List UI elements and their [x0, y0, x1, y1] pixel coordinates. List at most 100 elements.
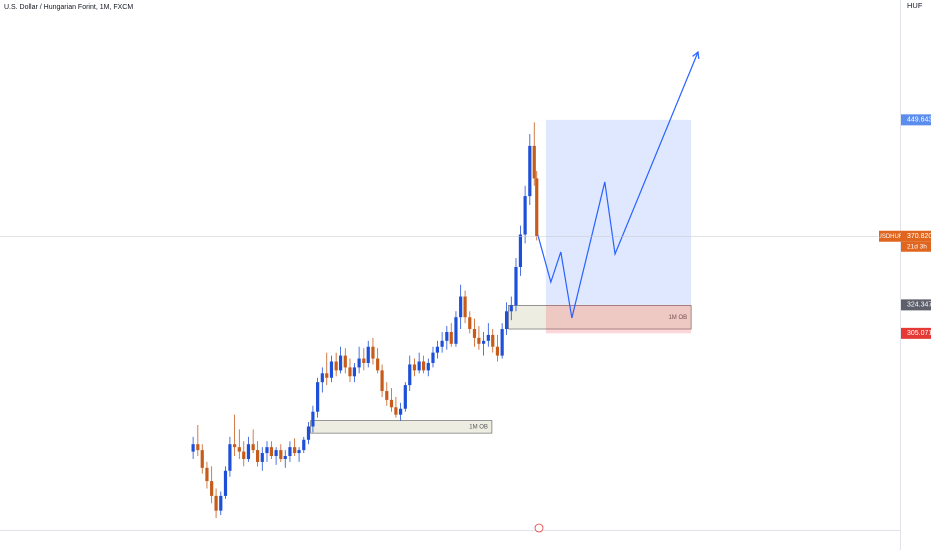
- price-tag-label: 370.820: [907, 233, 932, 240]
- candle-body: [454, 317, 458, 344]
- countdown-bg: [901, 241, 931, 252]
- candle-body: [279, 450, 283, 459]
- price-tag-label: 305.071: [907, 330, 932, 337]
- plot: 1M OB 1M OB: [0, 50, 900, 519]
- candle-body: [421, 361, 426, 371]
- candle-body: [504, 311, 509, 330]
- candle-body: [389, 399, 394, 408]
- candle-body: [445, 331, 449, 341]
- candle-body: [205, 467, 209, 482]
- candle-body: [228, 444, 232, 471]
- price-tag-label: 449.643: [907, 117, 932, 124]
- candle-body: [297, 450, 301, 454]
- candle-body: [274, 450, 278, 457]
- candle-body: [219, 495, 223, 511]
- candle-body: [320, 373, 324, 383]
- candle-body: [200, 450, 204, 468]
- candle-body: [196, 444, 200, 451]
- candle-body: [518, 234, 523, 267]
- symbol-tag-bg: [879, 230, 901, 242]
- candle-body: [362, 358, 366, 363]
- candle-body: [535, 178, 539, 237]
- candle-body: [191, 444, 195, 452]
- candle-body: [237, 447, 241, 452]
- candle-body: [325, 373, 329, 378]
- candle-body: [214, 495, 218, 511]
- price-tag: [901, 327, 931, 339]
- candle-body: [255, 450, 260, 462]
- candle-body: [459, 296, 463, 318]
- candle-body: [302, 439, 306, 451]
- candle-body: [288, 447, 292, 457]
- candle-body: [371, 346, 375, 359]
- candle-body: [495, 346, 500, 356]
- candle-body: [399, 408, 403, 415]
- candle-body: [431, 352, 435, 363]
- candle-body: [380, 370, 384, 392]
- order-block: [508, 305, 692, 330]
- candle-body: [366, 346, 370, 363]
- candle-body: [265, 447, 269, 454]
- candle-body: [482, 340, 486, 344]
- candle-body: [223, 470, 228, 496]
- candle-body: [357, 358, 361, 368]
- candle-body: [348, 367, 352, 377]
- profit-zone: [545, 119, 692, 305]
- candle-body: [329, 361, 334, 378]
- candle-body: [412, 364, 417, 371]
- candle-body: [500, 329, 504, 356]
- candle-body: [334, 361, 338, 371]
- price-tag: [901, 230, 931, 242]
- candle-body: [477, 337, 481, 344]
- order-block-label: 1M OB: [668, 315, 687, 321]
- candle-body: [449, 331, 453, 344]
- candle-body: [426, 362, 430, 371]
- candle-body: [514, 266, 518, 306]
- candle-body: [376, 358, 380, 371]
- candle-body: [408, 364, 412, 386]
- candle-body: [316, 382, 320, 412]
- candle-body: [385, 391, 389, 400]
- candle-body: [509, 305, 513, 312]
- loss-zone: [545, 304, 692, 334]
- axis-unit: HUF: [907, 1, 923, 10]
- price-tag: [901, 299, 931, 311]
- candle-body: [403, 385, 407, 409]
- candle-body: [246, 444, 251, 459]
- candle-body: [293, 447, 297, 454]
- candle-body: [343, 355, 347, 368]
- symbol-tag: USDHUF: [878, 234, 903, 240]
- axes: 449.643 USDHUF 21d 3h 370.820 324.347 305.071: [878, 114, 932, 339]
- candle-body: [352, 367, 357, 377]
- candle-body: [440, 340, 444, 347]
- candle-body: [472, 329, 477, 338]
- arrow-head: [692, 50, 700, 60]
- candle-body: [283, 456, 287, 459]
- candle-body: [491, 334, 495, 347]
- candle-body: [210, 481, 214, 496]
- chart-title: U.S. Dollar / Hungarian Forint, 1M, FXCM: [4, 4, 133, 11]
- projection-path: [537, 51, 699, 319]
- countdown: 21d 3h: [907, 243, 927, 250]
- candle-body: [417, 361, 421, 371]
- candle-body: [260, 453, 264, 462]
- candle-body: [463, 296, 467, 318]
- candle-body: [468, 317, 472, 330]
- candle-body: [233, 444, 237, 448]
- candle-body: [251, 444, 255, 451]
- candle-body: [269, 447, 274, 457]
- order-block-label: 1M OB: [469, 424, 488, 430]
- event-icon[interactable]: [534, 523, 544, 533]
- candle-body: [523, 196, 527, 235]
- price-tag-label: 324.347: [907, 302, 932, 309]
- candle-body: [394, 407, 398, 415]
- candle-body: [311, 411, 315, 427]
- candle-body: [306, 426, 311, 440]
- candle-body: [486, 334, 490, 341]
- price-tag: [901, 114, 931, 126]
- candle-body: [528, 145, 532, 197]
- candle-body: [532, 145, 536, 179]
- candle-body: [338, 355, 343, 371]
